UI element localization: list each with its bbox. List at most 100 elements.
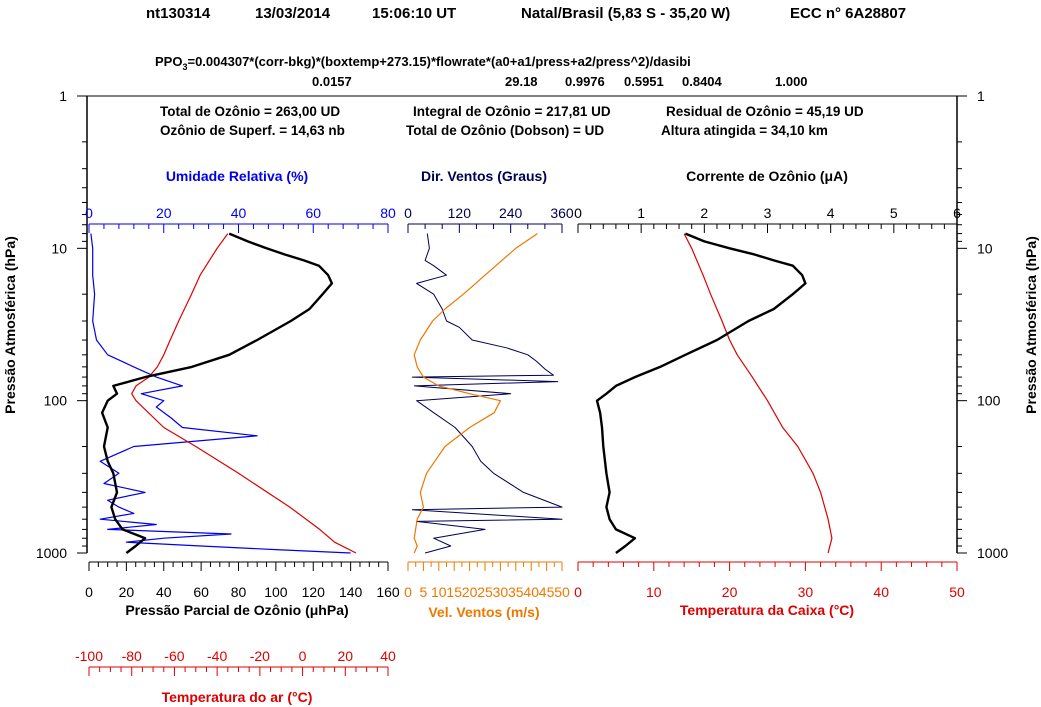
air-temperature-axis-title: Temperatura do ar (°C) (162, 689, 313, 705)
ozone-pressure-axis-tick-label: 80 (231, 584, 247, 600)
header-time: 15:06:10 UT (372, 5, 456, 22)
humidity-axis-tick-label: 0 (85, 205, 93, 221)
formula-val-a0: 0.9976 (565, 74, 605, 89)
ozone-current-axis-tick-label: 5 (890, 205, 898, 221)
wind-speed-axis-tick-label: 15 (446, 584, 462, 600)
humidity-axis-tick-label: 60 (305, 205, 321, 221)
data-series (90, 232, 833, 554)
formula-val-bkg: 0.0157 (312, 74, 352, 89)
wind-direction-axis-tick-label: 240 (499, 205, 523, 221)
header-date: 13/03/2014 (255, 5, 331, 22)
humidity-axis-tick-label: 40 (231, 205, 247, 221)
formula-lhs: PPO (155, 54, 182, 69)
wind-direction-axis-tick-label: 360 (550, 205, 574, 221)
humidity-axis-tick-label: 80 (380, 205, 396, 221)
header: nt130314 13/03/2014 15:06:10 UT Natal/Br… (146, 5, 906, 22)
wind-speed-axis-title: Vel. Ventos (m/s) (428, 604, 539, 620)
wind-speed-axis-tick-label: 35 (508, 584, 524, 600)
box-temperature-axis-tick-label: 50 (949, 584, 965, 600)
formula-sub: 3 (182, 62, 187, 72)
air-temperature-axis-tick-label: 40 (380, 648, 396, 664)
right-y-tick-label: 1 (977, 88, 985, 104)
ozone-pressure-axis-tick-label: 100 (264, 584, 288, 600)
right-y-tick-label: 10 (977, 240, 993, 256)
air-temperature-axis-tick-label: 0 (299, 648, 307, 664)
formula-val-a2: 0.8404 (682, 74, 723, 89)
wind-speed-axis-tick-label: 45 (539, 584, 555, 600)
summary: Total de Ozônio = 263,00 UD Integral de … (160, 104, 864, 138)
wind-speed-axis-tick-label: 25 (477, 584, 493, 600)
air-temperature-axis-tick-label: -20 (250, 648, 270, 664)
ozone-pressure-axis-tick-label: 20 (119, 584, 135, 600)
air-temperature-axis-tick-label: -40 (207, 648, 227, 664)
box-temperature-axis-tick-label: 30 (798, 584, 814, 600)
summary-altitude: Altura atingida = 34,10 km (661, 123, 828, 138)
summary-residual-ozone: Residual de Ozônio = 45,19 UD (666, 104, 864, 119)
formula-val-dasibi: 1.000 (775, 74, 808, 89)
panel-axes: 0 20 40 60 80 0 120 240 360 0 1 2 3 4 5 60 20 40 60 80 100 12… (75, 205, 965, 676)
ozone-partial-pressure-line (100, 232, 334, 554)
y-axis-label-left: Pressão Atmosférica (hPa) (2, 236, 18, 414)
left-y-tick-label: 10 (51, 240, 67, 256)
formula: PPO3=0.004307*(corr-bkg)*(boxtemp+273.15… (155, 54, 808, 89)
header-station: Natal/Brasil (5,83 S - 35,20 W) (521, 5, 730, 22)
relative-humidity-line (90, 233, 351, 554)
humidity-axis-title: Umidade Relativa (%) (166, 168, 308, 184)
formula-val-flow: 29.18 (505, 74, 538, 89)
wind-speed-axis-tick-label: 10 (431, 584, 447, 600)
ozone-pressure-axis-title: Pressão Parcial de Ozônio (μhPa) (125, 602, 348, 618)
wind-speed-axis-tick-label: 20 (462, 584, 478, 600)
ozone-current-axis-tick-label: 4 (827, 205, 835, 221)
ozone-pressure-axis-tick-label: 60 (193, 584, 209, 600)
wind-speed-axis-tick-label: 0 (404, 584, 412, 600)
ozone-pressure-axis-tick-label: 0 (85, 584, 93, 600)
box-temperature-axis-tick-label: 0 (574, 584, 582, 600)
formula-rhs: =0.004307*(corr-bkg)*(boxtemp+273.15)*fl… (187, 54, 690, 69)
ozone-current-line (595, 232, 807, 554)
summary-surface-ozone: Ozônio de Superf. = 14,63 nb (160, 123, 345, 138)
ozone-current-axis-tick-label: 6 (953, 205, 961, 221)
ozone-current-axis-tick-label: 2 (700, 205, 708, 221)
wind-speed-axis-tick-label: 50 (554, 584, 570, 600)
air-temperature-axis-tick-label: -100 (75, 648, 103, 664)
wind-speed-axis-tick-label: 30 (493, 584, 509, 600)
ozone-pressure-axis-tick-label: 160 (376, 584, 400, 600)
header-id: nt130314 (146, 5, 211, 22)
wind-speed-line (413, 233, 538, 554)
ozone-current-axis-tick-label: 1 (637, 205, 645, 221)
ozone-pressure-axis-tick-label: 140 (339, 584, 363, 600)
ozone-pressure-axis-tick-label: 40 (156, 584, 172, 600)
air-temperature-axis-tick-label: -60 (164, 648, 184, 664)
air-temperature-axis-tick-label: 20 (337, 648, 353, 664)
formula-val-a1: 0.5951 (624, 74, 664, 89)
wind-direction-axis-tick-label: 120 (448, 205, 472, 221)
right-y-tick-label: 1000 (977, 545, 1008, 561)
ozone-current-axis-tick-label: 0 (574, 205, 582, 221)
left-y-tick-label: 100 (44, 393, 68, 409)
box-temperature-line (683, 233, 833, 554)
air-temperature-line (131, 233, 357, 554)
left-y-tick-label: 1000 (36, 545, 67, 561)
box-temperature-axis-tick-label: 10 (646, 584, 662, 600)
formula-text: PPO3=0.004307*(corr-bkg)*(boxtemp+273.15… (155, 54, 691, 72)
wind-direction-axis-tick-label: 0 (404, 205, 412, 221)
header-sonde: ECC n° 6A28807 (790, 5, 906, 22)
box-temperature-axis-tick-label: 20 (722, 584, 738, 600)
ozone-pressure-axis-tick-label: 120 (302, 584, 326, 600)
box-temperature-axis-title: Temperatura da Caixa (°C) (680, 602, 854, 618)
ozone-current-axis-tick-label: 3 (764, 205, 772, 221)
summary-total-ozone: Total de Ozônio = 263,00 UD (160, 104, 340, 119)
left-y-tick-label: 1 (59, 88, 67, 104)
air-temperature-axis-tick-label: -80 (122, 648, 142, 664)
summary-dobson-total: Total de Ozônio (Dobson) = UD (406, 123, 604, 138)
wind-speed-axis-tick-label: 40 (523, 584, 539, 600)
y-axis-label-right: Pressão Atmosférica (hPa) (1023, 236, 1039, 414)
box-temperature-axis-tick-label: 40 (873, 584, 889, 600)
right-y-tick-label: 100 (977, 393, 1001, 409)
wind-speed-axis-tick-label: 5 (420, 584, 428, 600)
wind-direction-axis-title: Dir. Ventos (Graus) (421, 168, 547, 184)
summary-integral-ozone: Integral de Ozônio = 217,81 UD (413, 104, 611, 119)
humidity-axis-tick-label: 20 (156, 205, 172, 221)
